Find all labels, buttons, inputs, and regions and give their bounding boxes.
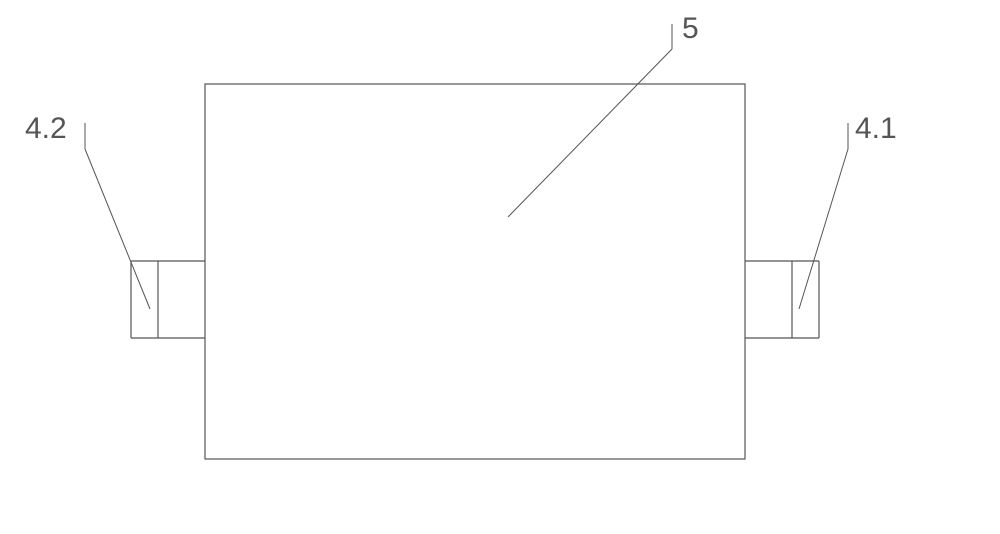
callout-label-4.2: 4.2: [25, 112, 67, 145]
diagram-svg: 5 4.1 4.2: [0, 0, 1000, 534]
background: [0, 0, 1000, 534]
callout-label-5: 5: [682, 12, 699, 45]
callout-label-4.1: 4.1: [855, 112, 897, 145]
